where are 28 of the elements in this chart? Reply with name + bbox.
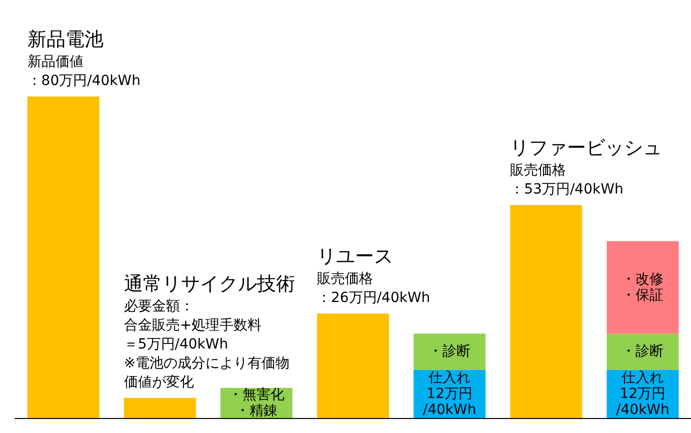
annotation: 必要金額： [124, 298, 194, 314]
bar [27, 96, 100, 418]
bar [606, 241, 679, 334]
annotation: リファービッシュ [510, 136, 662, 159]
bar [510, 204, 582, 418]
bar [414, 334, 486, 370]
data-label: ・改修・保証 [622, 271, 664, 304]
annotation: ※電池の成分により有価物 [124, 355, 290, 372]
annotation: 販売価格 [317, 271, 373, 287]
annotation: 新品電池 [27, 28, 104, 50]
data-label: ・無害化・精錬 [228, 386, 284, 419]
bar [124, 398, 196, 418]
annotation: ：26万円/40kWh [317, 290, 430, 306]
annotation: 価値が変化 [124, 374, 194, 390]
annotation: 通常リサイクル技術 [124, 272, 295, 295]
annotation: ：80万円/40kWh [27, 72, 140, 89]
annotation: ：53万円/40kWh [510, 181, 624, 198]
annotation: リユース [317, 246, 393, 268]
annotation: 新品価値 [27, 54, 84, 70]
annotation: 合金販売+処理手数料 [124, 317, 262, 334]
data-label: ・診断 [428, 344, 471, 360]
data-label: 仕入れ 12万円 /40kWh [616, 370, 670, 418]
bar [606, 334, 679, 370]
annotation: 販売価格 [510, 162, 566, 178]
annotation: ＝5万円/40kWh [124, 336, 228, 352]
data-label: 仕入れ 12万円 /40kWh [422, 370, 476, 418]
bar [317, 314, 389, 418]
data-label: ・診断 [622, 344, 664, 360]
